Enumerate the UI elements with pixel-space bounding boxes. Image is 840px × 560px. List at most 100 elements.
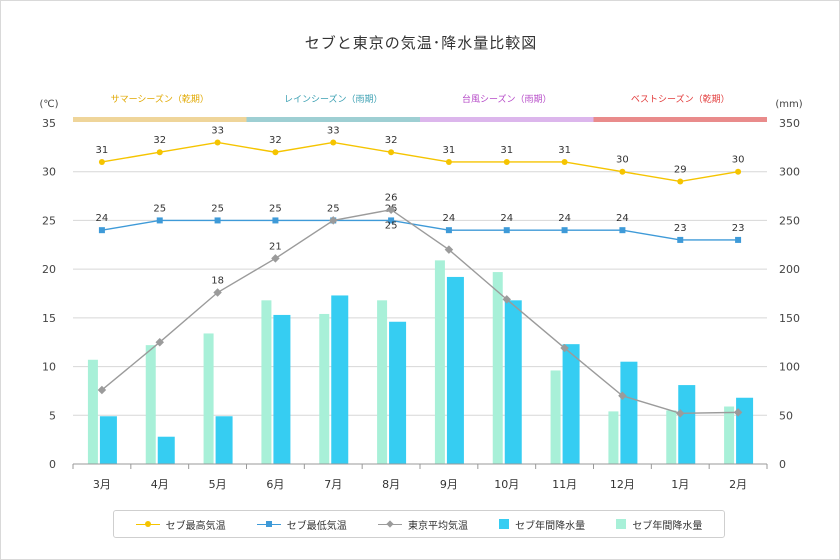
rain-bar	[446, 276, 464, 464]
point-marker	[735, 168, 742, 175]
x-tick-label: 11月	[552, 478, 577, 491]
data-label: 32	[269, 135, 282, 146]
point-marker	[619, 168, 626, 175]
point-marker	[155, 337, 164, 347]
left-tick-label: 25	[42, 214, 56, 227]
point-marker	[386, 205, 396, 214]
data-label: 23	[674, 223, 687, 234]
data-label: 31	[96, 145, 109, 156]
legend-swatch	[499, 519, 510, 529]
legend-item: セブ年間降水量	[616, 517, 702, 532]
point-marker	[735, 236, 742, 243]
rain-bar	[261, 300, 272, 464]
season-band	[420, 117, 594, 122]
legend-swatch	[616, 519, 627, 529]
x-tick-label: 12月	[610, 478, 635, 491]
rain-bar	[550, 370, 561, 464]
data-label: 33	[211, 125, 224, 136]
right-tick-label: 0	[779, 458, 786, 471]
right-tick-label: 300	[779, 166, 800, 179]
rain-bar	[377, 300, 388, 464]
season-label: ベストシーズン（乾期）	[631, 93, 730, 105]
x-tick-label: 9月	[440, 478, 458, 491]
rain-bar	[203, 333, 214, 464]
data-label: 33	[327, 125, 340, 136]
point-marker	[213, 288, 222, 297]
left-tick-label: 35	[42, 117, 56, 130]
data-label: 24	[96, 213, 109, 224]
right-tick-label: 250	[779, 214, 800, 227]
lines: 31 32 33 32 33 32 31 31 31 30 29 30 24 25 25 25 25 25 24 24…	[96, 125, 745, 418]
point-marker	[619, 227, 626, 234]
legend-item: セブ年間降水量	[499, 517, 585, 532]
left-tick-label: 20	[42, 263, 56, 276]
series-line	[101, 208, 739, 415]
legend: セブ最高気温 セブ最低気温 東京平均気温 セブ年間降水量 セブ年間降水量	[113, 510, 725, 538]
legend-item: セブ最高気温	[135, 517, 226, 532]
season-bands: サマーシーズン（乾期） レインシーズン（雨期） 台風シーズン（雨期） ベストシーズン（…	[73, 93, 767, 122]
season-label: レインシーズン（雨期）	[284, 93, 383, 105]
x-tick-label: 7月	[324, 478, 342, 491]
data-label: 23	[732, 223, 745, 234]
series-line	[101, 219, 739, 241]
point-marker	[388, 217, 395, 224]
rain-bar	[319, 313, 330, 464]
rain-bar	[331, 295, 349, 464]
rain-bar	[724, 406, 735, 464]
right-tick-label: 350	[779, 117, 800, 130]
x-tick-label: 3月	[93, 478, 111, 491]
point-marker	[156, 217, 163, 224]
point-marker	[271, 254, 280, 263]
right-axis-unit: (mm)	[775, 99, 802, 110]
data-label: 21	[269, 241, 282, 252]
left-tick-label: 0	[49, 458, 56, 471]
rain-bar	[145, 345, 156, 464]
rain-bar	[273, 314, 291, 464]
bars	[87, 260, 754, 464]
point-marker	[388, 149, 395, 156]
season-band	[246, 117, 420, 122]
point-marker	[98, 227, 105, 234]
rain-bar	[678, 385, 696, 464]
left-tick-label: 5	[49, 409, 56, 422]
legend-swatch	[256, 519, 281, 529]
point-marker	[503, 227, 510, 234]
x-tick-label: 6月	[266, 478, 284, 491]
legend-swatch	[377, 519, 402, 529]
point-marker	[445, 158, 452, 165]
rain-bar	[389, 321, 407, 464]
point-marker	[677, 236, 684, 243]
data-label: 26	[385, 193, 398, 204]
data-label: 24	[500, 213, 513, 224]
right-tick-label: 100	[779, 361, 800, 374]
data-label: 25	[211, 203, 224, 214]
gridlines	[73, 171, 767, 416]
legend-item: 東京平均気温	[377, 517, 468, 532]
data-label: 25	[327, 203, 340, 214]
point-marker	[98, 158, 105, 165]
data-label: 29	[674, 164, 687, 175]
data-label: 31	[500, 145, 513, 156]
legend-item: セブ最低気温	[256, 517, 347, 532]
point-marker	[618, 391, 627, 401]
point-marker	[444, 245, 454, 254]
rain-bar	[504, 300, 522, 464]
point-marker	[97, 385, 107, 395]
data-label: 25	[385, 221, 398, 232]
point-marker	[503, 158, 510, 165]
point-marker	[329, 216, 338, 225]
point-marker	[330, 139, 337, 146]
legend-label: セブ最低気温	[286, 520, 347, 532]
data-label: 32	[385, 135, 398, 146]
right-tick-label: 50	[779, 409, 793, 422]
x-tick-label: 2月	[729, 478, 747, 491]
point-marker	[445, 227, 452, 234]
data-label: 24	[443, 213, 456, 224]
point-marker	[214, 217, 221, 224]
rain-bar	[562, 344, 580, 464]
legend-label: セブ年間降水量	[632, 520, 703, 532]
rain-bar	[736, 397, 754, 464]
left-tick-label: 30	[42, 166, 56, 179]
